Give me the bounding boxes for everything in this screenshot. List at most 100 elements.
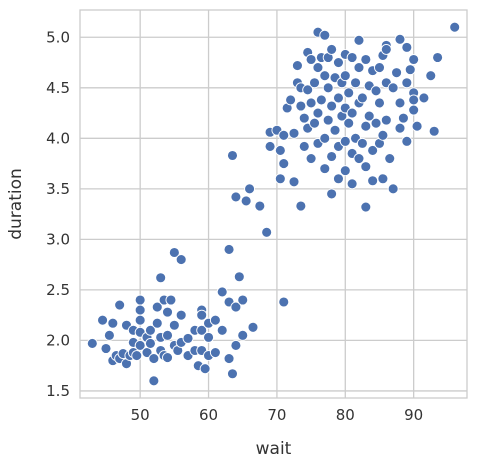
data-point [312,62,324,74]
y-tick-label: 2.5 [46,281,70,299]
data-point [261,226,273,238]
data-point [295,100,307,112]
data-point [274,144,286,156]
data-point [333,92,344,104]
data-point [333,57,344,68]
data-point [107,317,119,329]
data-point [333,173,344,185]
data-point [151,317,163,329]
y-tick-label: 3.0 [46,230,70,248]
data-point [240,195,252,207]
y-tick-label: 3.5 [46,180,70,198]
y-tick-label: 5.0 [46,28,70,46]
data-point [346,178,358,190]
data-point [367,144,379,156]
data-point [227,150,238,161]
data-point [339,165,351,177]
data-point [298,112,310,124]
data-point [401,77,413,89]
data-point [151,301,163,313]
data-point [394,33,406,45]
data-point [86,337,98,349]
data-point [264,140,276,152]
data-point [401,41,413,53]
y-tick-label: 4.5 [46,79,70,97]
data-point [254,200,266,212]
data-point [216,286,228,298]
data-point [408,104,420,116]
data-point [131,350,143,362]
data-point [322,114,334,126]
data-point [162,352,173,364]
data-point [182,332,194,344]
data-point [319,70,331,82]
data-point [155,272,167,284]
data-point [162,329,173,341]
data-point [244,183,256,195]
data-point [356,137,368,149]
data-point [305,54,317,65]
data-point [162,306,173,318]
data-point [278,296,290,308]
data-point [203,331,214,343]
data-point [144,337,156,349]
data-point [343,117,355,129]
data-point [114,299,126,311]
data-point [384,153,396,164]
data-point [216,324,228,336]
data-point [374,62,385,74]
data-point [425,70,437,82]
data-point [346,107,358,119]
x-axis-label: wait [256,439,292,459]
data-point [278,129,290,141]
data-point [97,314,109,326]
data-point [196,309,208,321]
data-point [247,321,259,333]
data-point [353,153,365,164]
data-point [363,110,375,122]
data-point [319,132,331,144]
data-point [387,82,399,94]
data-point [326,100,338,112]
data-point [100,343,112,354]
data-point [288,127,300,139]
data-point [312,107,324,119]
data-point [285,94,297,106]
points-layer [86,21,461,387]
data-point [350,77,361,89]
data-point [233,271,245,283]
data-point [237,294,249,306]
data-point [353,62,365,74]
data-point [360,161,372,173]
data-point [408,54,420,65]
data-point [209,347,221,358]
data-point [305,153,317,164]
data-point [343,87,355,99]
data-point [298,140,310,152]
data-point [428,125,440,137]
data-point [230,301,242,313]
data-point [360,120,372,132]
ticks-layer: 50 60 70 80 90 1.5 2.0 2.5 3.0 3.5 4.0 4.5 5.0 [46,28,423,424]
data-point [134,314,146,326]
data-point [394,122,406,134]
y-axis-label: duration [6,168,26,240]
x-tick-label: 60 [199,406,218,424]
data-point [401,135,413,147]
data-point [168,319,180,331]
data-point [418,92,430,104]
data-point [134,340,146,351]
data-point [175,309,187,321]
data-point [329,124,341,136]
data-point [360,201,372,213]
data-point [274,173,286,185]
data-point [309,117,320,129]
data-point [319,163,331,175]
data-point [209,314,221,326]
data-point [165,294,177,306]
data-point [346,52,358,63]
data-point [377,129,389,141]
data-point [319,29,331,41]
data-point [230,340,242,351]
y-tick-label: 4.0 [46,129,70,147]
